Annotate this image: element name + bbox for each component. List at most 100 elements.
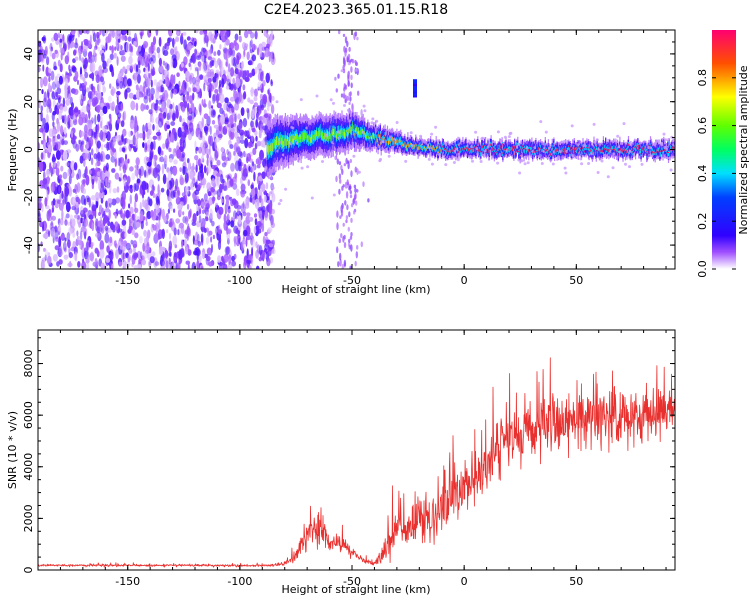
ridge-halo — [375, 119, 379, 123]
ridge-cell — [431, 148, 433, 149]
noise-speck — [55, 167, 60, 176]
noise-speck — [173, 39, 176, 45]
ridge-halo — [500, 139, 503, 143]
ridge-cell — [417, 149, 419, 152]
ridge-cell — [291, 134, 293, 143]
noise-speck — [89, 73, 94, 79]
ridge-halo — [289, 142, 293, 146]
ridge-cell — [306, 133, 308, 140]
stripe-speck — [347, 70, 350, 76]
ridge-halo — [471, 159, 474, 163]
noise-speck — [115, 226, 120, 234]
noise-speck — [226, 229, 231, 234]
noise-speck — [160, 187, 165, 193]
noise-speck — [52, 253, 58, 262]
ridge-halo — [539, 120, 543, 124]
noise-speck — [197, 198, 201, 207]
noise-speck — [194, 140, 197, 149]
noise-speck — [67, 168, 71, 177]
ridge-cell — [594, 149, 597, 156]
noise-speck — [122, 164, 127, 174]
ridge-halo — [299, 98, 303, 102]
noise-speck — [143, 95, 149, 104]
noise-speck — [150, 87, 156, 96]
ridge-cell — [537, 148, 539, 152]
ridge-cell — [314, 132, 316, 139]
noise-speck — [122, 112, 125, 124]
noise-speck — [118, 140, 123, 146]
noise-speck — [154, 261, 160, 266]
noise-speck — [141, 259, 146, 266]
ridge-cell — [556, 148, 558, 153]
ridge-cell — [294, 135, 296, 140]
noise-speck — [238, 35, 242, 43]
noise-speck — [161, 163, 165, 175]
ridge-cell — [295, 132, 297, 142]
noise-speck — [48, 230, 50, 238]
noise-speck — [44, 122, 49, 133]
ridge-cell — [551, 147, 553, 149]
noise-speck — [191, 37, 195, 42]
noise-speck — [271, 248, 276, 255]
ridge-cell — [492, 147, 494, 151]
noise-speck — [84, 218, 89, 227]
ridge-cell — [426, 145, 429, 149]
noise-speck — [68, 252, 74, 259]
ridge-cell — [395, 139, 397, 145]
ridge-cell — [416, 145, 418, 149]
noise-speck — [167, 170, 172, 181]
noise-speck — [113, 52, 117, 59]
noise-speck — [65, 162, 70, 167]
noise-speck — [87, 209, 92, 219]
stripe-speck — [350, 232, 353, 237]
ridge-cell — [349, 125, 351, 132]
stripe-speck — [346, 40, 349, 48]
noise-speck — [135, 64, 139, 73]
noise-speck — [260, 124, 263, 131]
ridge-cell — [273, 139, 275, 149]
noise-speck — [105, 36, 110, 44]
ridge-cell — [285, 138, 287, 145]
noise-speck — [40, 241, 43, 247]
ridge-cell — [551, 150, 553, 154]
noise-speck — [63, 140, 68, 146]
ridge-cell — [515, 149, 517, 153]
stripe-speck — [341, 263, 344, 269]
ridge-cell — [510, 147, 512, 151]
noise-speck — [173, 88, 178, 95]
ridge-cell — [424, 146, 426, 149]
ridge-cell — [380, 140, 382, 145]
ridge-cell — [536, 150, 538, 152]
noise-speck — [271, 95, 275, 102]
noise-speck — [247, 30, 252, 35]
ridge-cell — [482, 145, 484, 149]
noise-speck — [173, 159, 178, 165]
noise-speck — [71, 109, 74, 116]
noise-speck — [249, 194, 253, 203]
ridge-cell — [564, 148, 566, 154]
noise-speck — [259, 149, 265, 161]
ridge-halo — [340, 69, 344, 73]
noise-speck — [50, 220, 54, 227]
noise-speck — [79, 94, 83, 104]
noise-speck — [109, 236, 113, 244]
noise-speck — [183, 238, 188, 248]
noise-speck — [204, 199, 209, 208]
ridge-cell — [488, 149, 490, 153]
noise-speck — [238, 158, 242, 167]
noise-speck — [247, 97, 251, 103]
ridge-cell — [386, 141, 388, 144]
ridge-cell — [316, 130, 318, 137]
noise-speck — [214, 89, 219, 94]
noise-speck — [150, 45, 154, 53]
ridge-cell — [486, 148, 488, 151]
noise-speck — [176, 149, 182, 159]
noise-speck — [261, 52, 266, 58]
noise-speck — [188, 62, 191, 68]
noise-speck — [80, 194, 86, 205]
ridge-cell — [443, 150, 445, 152]
noise-speck — [38, 213, 41, 221]
noise-speck — [214, 60, 219, 69]
ridge-cell — [320, 131, 323, 138]
noise-speck — [212, 93, 217, 102]
